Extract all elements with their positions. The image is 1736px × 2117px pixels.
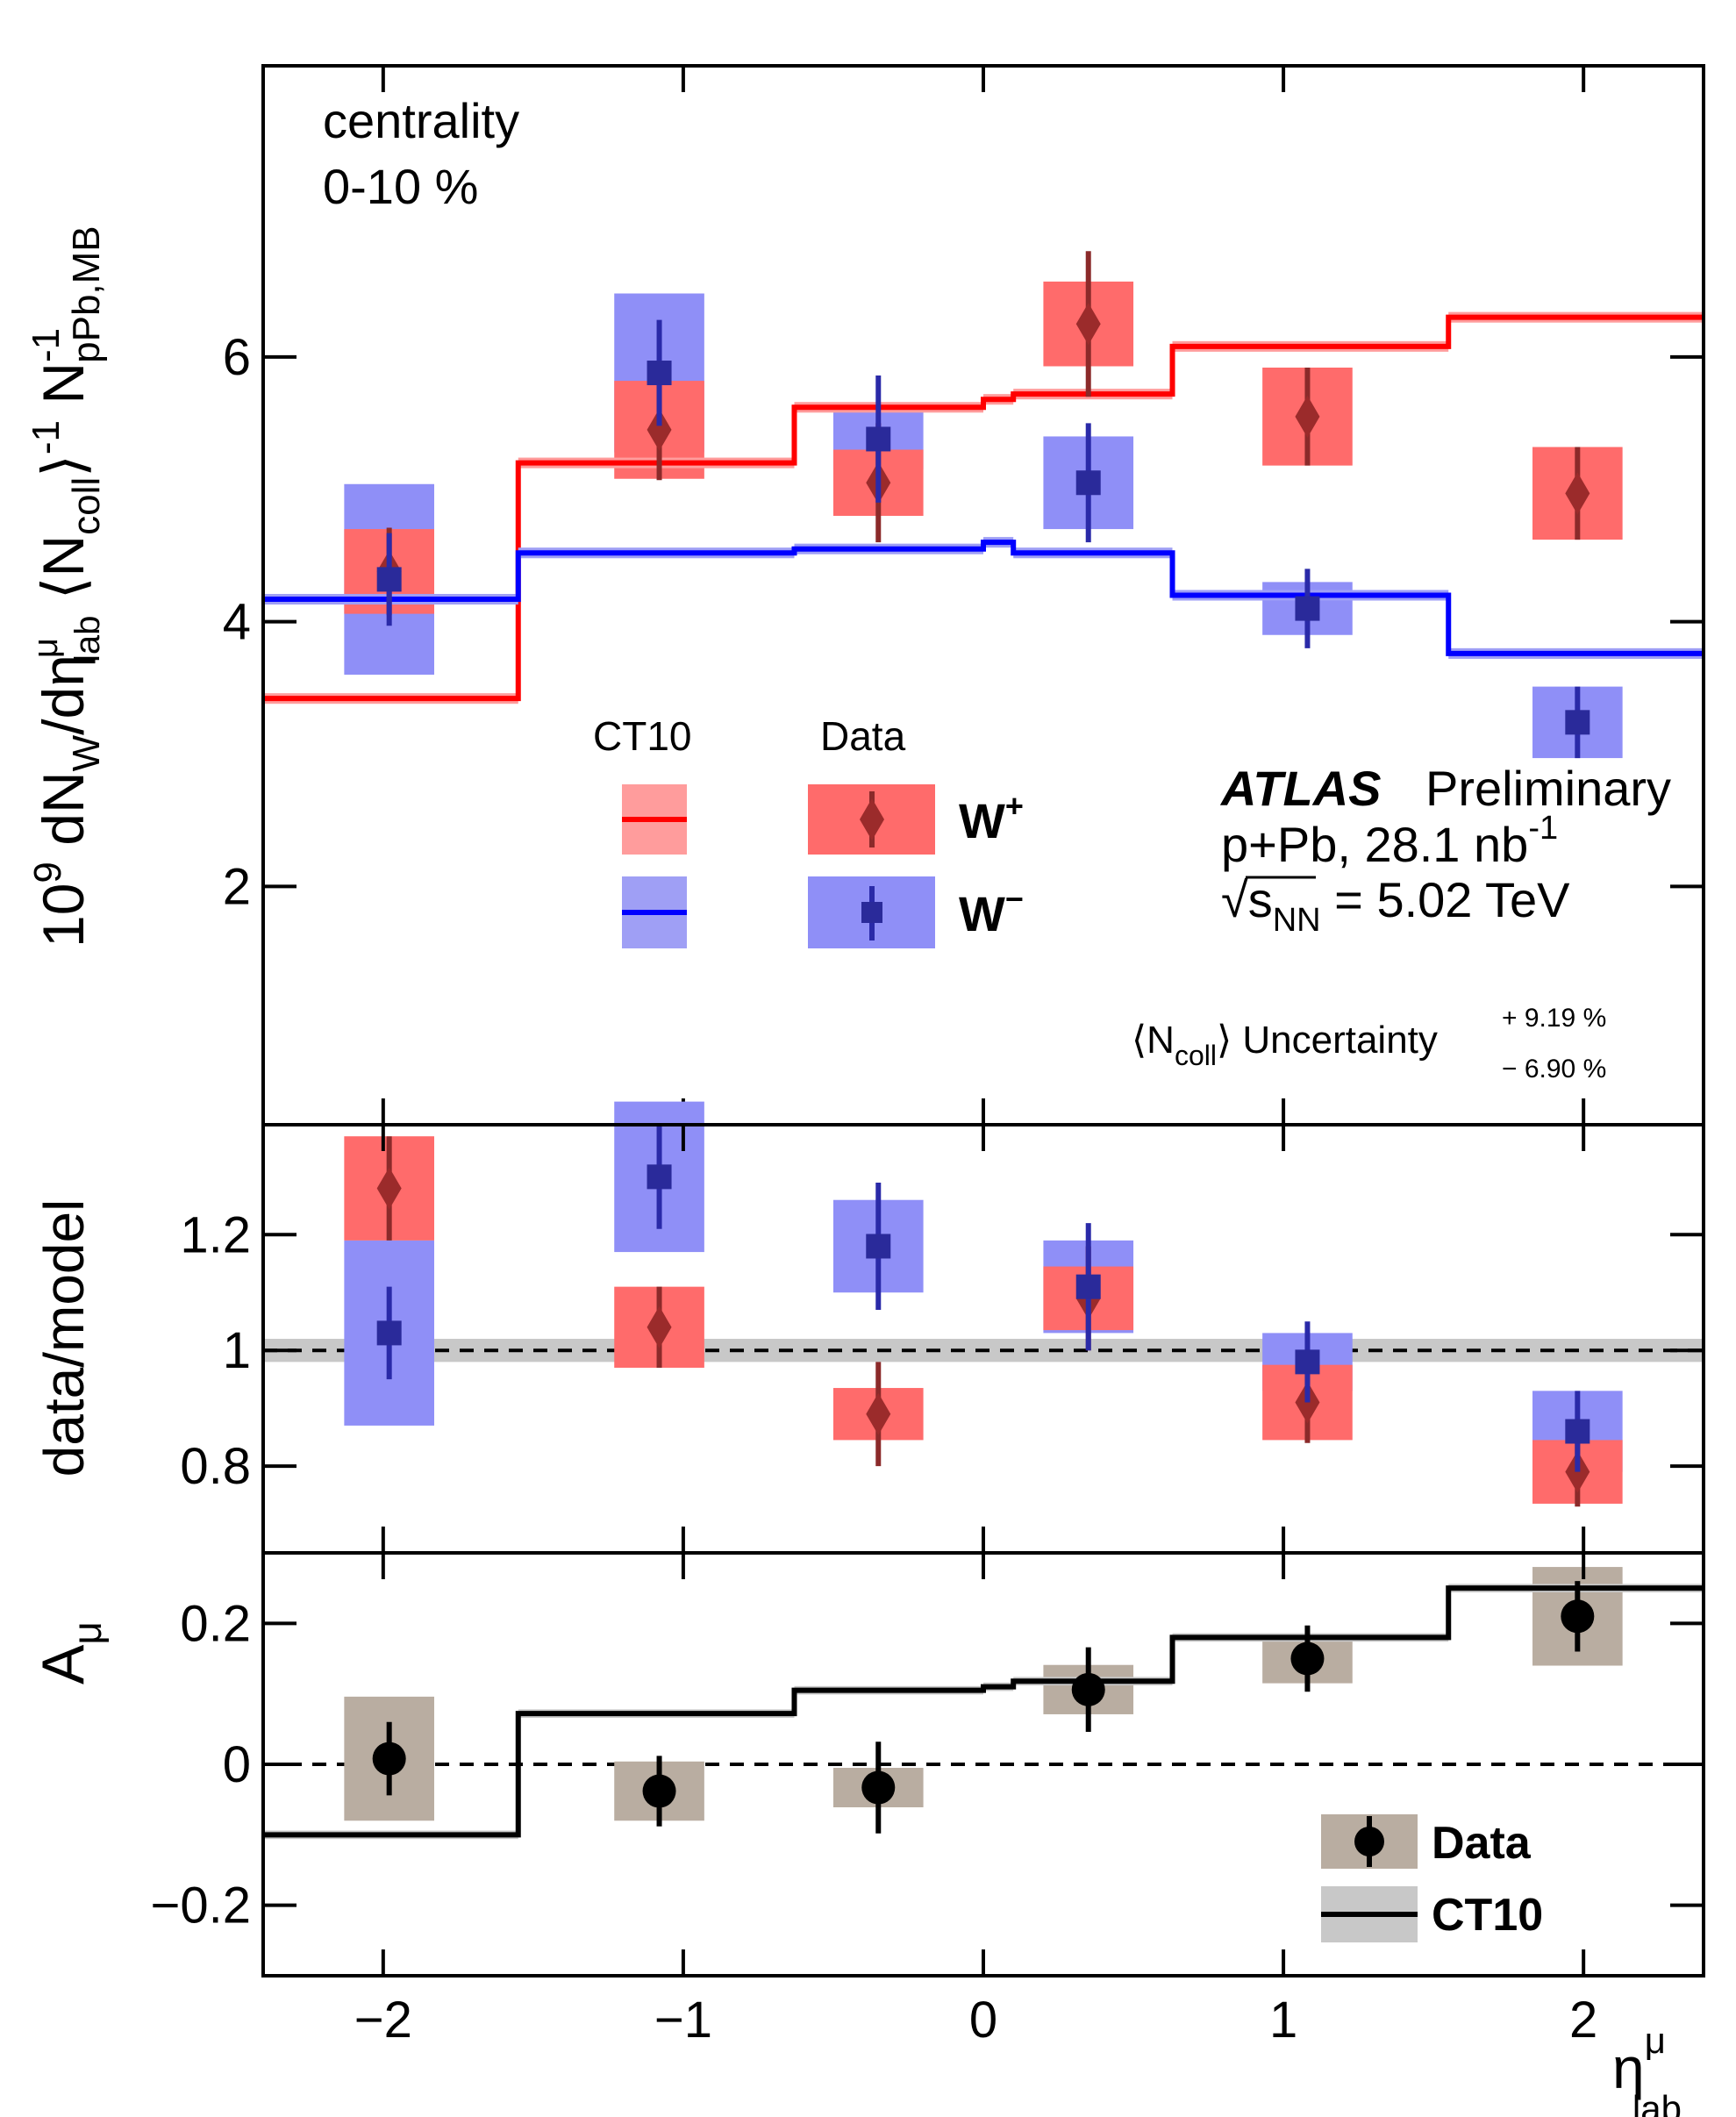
middle-wplus-marker: [376, 1167, 402, 1210]
bottom-data-marker: [1071, 1672, 1105, 1706]
preliminary-label: Preliminary: [1425, 761, 1671, 816]
top-wplus-marker: [647, 408, 672, 451]
top-wminus-model-line: [263, 540, 1704, 656]
bottom-ytick-label: −0.2: [151, 1877, 252, 1935]
middle-wminus-marker: [1075, 1274, 1101, 1299]
bottom-ytick-label: 0.2: [180, 1595, 251, 1652]
bottom-data-marker: [642, 1774, 676, 1808]
centrality-range: 0-10 %: [323, 159, 478, 214]
top-ytick-label: 2: [223, 858, 251, 915]
middle-ytick-label: 0.8: [180, 1438, 251, 1495]
bottom-data-marker: [1290, 1641, 1325, 1676]
middle-wplus-marker: [647, 1305, 672, 1348]
bottom-data-marker: [372, 1742, 406, 1776]
ncoll-uncertainty-plus: + 9.19 %: [1502, 1004, 1606, 1033]
legend-ct10-header: CT10: [593, 713, 691, 759]
legend-data-wplus-marker: [860, 798, 884, 840]
top-ytick-label: 6: [223, 329, 251, 386]
middle-wminus-marker: [647, 1164, 672, 1190]
legend-asym-model-label: CT10: [1432, 1890, 1543, 1941]
x-tick-label: −2: [354, 1992, 412, 2049]
top-wplus-marker: [1075, 303, 1101, 346]
middle-ylabel: data/model: [32, 1199, 96, 1477]
legend-asym-data-marker: [1354, 1827, 1384, 1856]
bottom-data-marker: [1561, 1599, 1595, 1634]
x-tick-label: 1: [1269, 1992, 1297, 2049]
x-tick-label: 2: [1569, 1992, 1597, 2049]
ncoll-uncertainty-minus: − 6.90 %: [1502, 1055, 1606, 1084]
top-wminus-marker: [866, 426, 891, 452]
x-axis-label: ημ lab: [1612, 2020, 1682, 2117]
panel-top: 2 4 6: [223, 64, 1705, 1126]
panel-middle: 0.8 1 1.2: [180, 1101, 1705, 1555]
middle-wminus-marker: [866, 1234, 891, 1259]
legend-data-wminus-marker: [861, 902, 882, 923]
x-tick-label: 0: [969, 1992, 997, 2049]
top-wplus-marker: [1565, 472, 1590, 515]
top-wplus-model-line: [263, 314, 1704, 702]
middle-ytick-label: 1: [223, 1322, 251, 1379]
bottom-ylabel: Aμ: [30, 1621, 110, 1684]
bottom-data-marker: [861, 1770, 896, 1805]
top-wminus-marker: [1565, 710, 1590, 735]
x-tick-label: −1: [654, 1992, 712, 2049]
top-legend: CT10 Data W+ W−: [593, 713, 1024, 948]
bottom-legend: Data CT10: [1321, 1814, 1543, 1942]
energy-label: √sNN = 5.02 TeV: [1221, 872, 1570, 939]
top-wminus-marker: [376, 567, 402, 592]
ncoll-uncertainty-label: ⟨Ncoll⟩ Uncertainty: [1132, 1019, 1438, 1071]
top-wminus-marker: [1295, 596, 1320, 621]
atlas-label: ATLAS: [1219, 761, 1382, 816]
legend-wminus-label: W−: [959, 881, 1024, 941]
middle-wminus-marker: [376, 1320, 402, 1346]
bottom-ct10-model-line: [263, 1585, 1704, 1838]
top-wplus-marker: [1295, 395, 1320, 438]
system-label: p+Pb, 28.1 nb-1: [1221, 810, 1558, 872]
middle-wminus-marker: [1565, 1419, 1590, 1444]
middle-ytick-label: 1.2: [180, 1206, 251, 1263]
top-ytick-label: 4: [223, 594, 251, 651]
legend-asym-data-label: Data: [1432, 1818, 1532, 1869]
legend-data-header: Data: [820, 713, 906, 759]
bottom-ytick-label: 0: [223, 1736, 251, 1793]
panel-bottom: −0.2 0 0.2 −2 −1 0 1 2: [151, 1551, 1705, 2049]
middle-wminus-marker: [1295, 1349, 1320, 1375]
top-wminus-marker: [1075, 470, 1101, 496]
legend-wplus-label: W+: [959, 788, 1024, 848]
middle-wplus-marker: [866, 1392, 891, 1435]
top-ylabel: 109 dNW/dημ lab ⟨Ncoll⟩-1 N-1pPb,MB: [25, 225, 108, 948]
top-wminus-marker: [647, 361, 672, 386]
centrality-label: centrality: [323, 93, 519, 148]
